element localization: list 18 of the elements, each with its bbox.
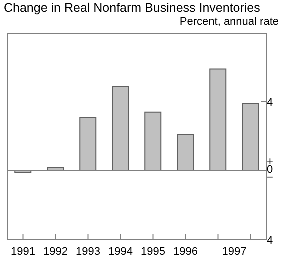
- x-tick-label: 1992: [44, 246, 68, 258]
- bar: [80, 117, 97, 172]
- bar: [112, 86, 130, 172]
- y-tick-label: + 0 −: [267, 156, 274, 184]
- x-tick-label: 1991: [11, 246, 36, 258]
- x-tick-label: 1993: [76, 246, 100, 258]
- y-tick-label: 4: [267, 97, 274, 109]
- bar: [242, 103, 260, 172]
- bar: [210, 68, 227, 172]
- x-tick-label: 1996: [174, 246, 198, 258]
- x-tick-label: 1994: [108, 246, 133, 258]
- chart-title: Change in Real Nonfarm Business Inventories: [4, 1, 260, 15]
- x-tick-label: 1997: [222, 246, 247, 258]
- x-tick-label: 1995: [141, 246, 166, 258]
- y-tick-label: 4: [267, 235, 274, 247]
- chart-subtitle: Percent, annual rate: [180, 16, 279, 28]
- bar: [177, 134, 194, 172]
- bar: [144, 112, 162, 172]
